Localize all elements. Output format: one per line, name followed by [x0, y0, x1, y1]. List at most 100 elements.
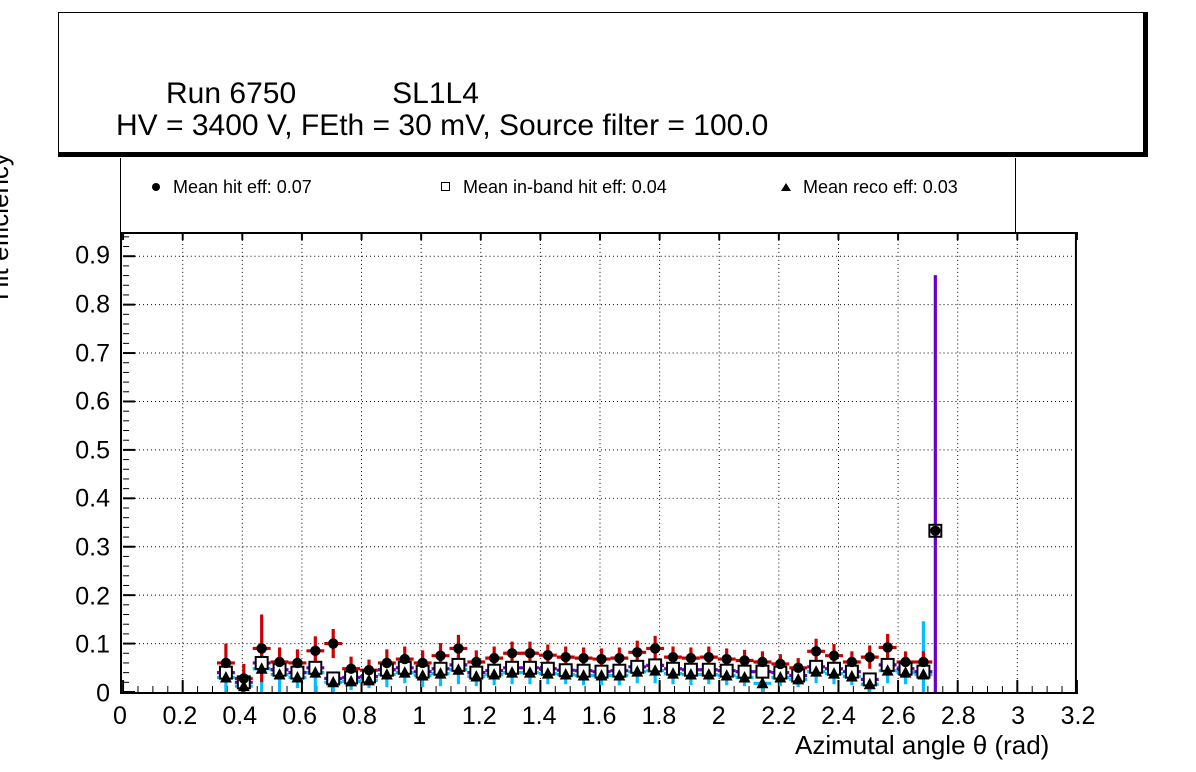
- series-2-marker: [273, 668, 286, 680]
- series-2-marker: [559, 668, 572, 680]
- series-0-marker: [864, 651, 875, 663]
- series-2-marker: [488, 668, 501, 680]
- series-2-marker: [452, 663, 465, 675]
- plot-frame: [120, 232, 1078, 694]
- legend-label-inband-hit-eff: Mean in-band hit eff: 0.04: [463, 177, 667, 197]
- x-tick-label: 0: [113, 702, 127, 730]
- series-0-marker: [363, 665, 375, 676]
- series-0-marker: [399, 653, 410, 665]
- series-0-marker: [918, 656, 929, 668]
- series-0-marker: [739, 655, 750, 666]
- y-tick-label: 0.8: [75, 290, 110, 319]
- series-0-marker: [614, 652, 625, 664]
- series-2-marker: [649, 664, 662, 676]
- series-0-marker: [310, 645, 321, 657]
- open-square-icon: [429, 177, 463, 197]
- legend-entry-inband-hit-eff: Mean in-band hit eff: 0.04: [429, 175, 667, 199]
- series-0-marker: [793, 662, 804, 673]
- series-0-marker: [471, 656, 482, 668]
- series-0-marker: [596, 653, 607, 665]
- y-tick-label: 0.5: [75, 436, 110, 465]
- x-tick-label: 1.8: [641, 702, 677, 730]
- series-0-marker: [632, 647, 643, 658]
- series-0-marker: [328, 638, 339, 649]
- x-tick-label: 1: [412, 702, 427, 730]
- series-2-marker: [845, 670, 858, 682]
- legend-label-reco-eff: Mean reco eff: 0.03: [803, 177, 958, 197]
- series-2-marker: [720, 669, 733, 681]
- x-tick-label: 1.4: [521, 702, 557, 730]
- y-tick-label: 0.2: [75, 582, 110, 611]
- x-tick-label: 0.6: [282, 702, 317, 730]
- x-tick-label: 0.2: [162, 702, 198, 730]
- filled-circle-icon: [139, 177, 173, 197]
- chamber-label: SL1L4: [392, 77, 479, 110]
- y-tick-label: 0.7: [75, 339, 110, 368]
- x-axis-title: Azimutal angle θ (rad): [795, 730, 1050, 760]
- x-tick-label: 2.6: [880, 702, 916, 730]
- series-2-marker: [291, 671, 304, 683]
- series-2-marker: [398, 666, 411, 678]
- series-0-marker: [345, 663, 357, 674]
- filled-triangle-icon: [769, 177, 803, 197]
- y-axis-title: Hit efficiency: [0, 153, 14, 300]
- y-tick-label: 0.1: [75, 630, 110, 659]
- series-0-marker: [220, 657, 232, 669]
- series-0-marker: [381, 657, 393, 669]
- series-2-marker: [863, 677, 876, 690]
- x-tick-label: 3: [1011, 702, 1026, 730]
- series-0-marker: [292, 657, 303, 669]
- series-2-marker: [434, 667, 447, 679]
- series-2-marker: [523, 666, 536, 678]
- series-0-marker: [435, 650, 446, 661]
- series-0-marker: [685, 652, 697, 664]
- series-0-marker: [757, 656, 768, 668]
- series-2-marker: [756, 676, 769, 689]
- x-tick-label: 2.4: [821, 702, 856, 730]
- series-0-marker: [489, 652, 500, 664]
- series-2-marker: [506, 666, 519, 678]
- legend-label-hit-eff: Mean hit eff: 0.07: [173, 177, 312, 197]
- header-title-line: Run 6750 SL1L4: [116, 43, 479, 145]
- series-0-marker: [703, 651, 714, 663]
- series-2-marker: [631, 665, 644, 677]
- series-2-marker: [702, 668, 715, 680]
- series-0-marker: [524, 648, 536, 659]
- series-2-marker: [738, 671, 751, 683]
- x-tick-label: 2: [711, 702, 726, 730]
- x-tick-label: 0.8: [342, 702, 377, 730]
- series-0-marker: [274, 656, 285, 668]
- series-0-marker: [882, 642, 893, 653]
- series-2-marker: [810, 665, 823, 677]
- series-0-marker: [542, 650, 554, 661]
- series-2-marker: [792, 672, 805, 685]
- series-0-marker: [578, 652, 589, 664]
- legend-entry-hit-eff: Mean hit eff: 0.07: [139, 175, 312, 199]
- y-tick-label: 0.4: [75, 484, 110, 513]
- series-2-marker: [470, 670, 483, 682]
- series-2-marker: [416, 669, 429, 681]
- series-0-marker: [900, 656, 911, 668]
- series-2-marker: [309, 666, 322, 678]
- series-2-marker: [219, 671, 232, 683]
- series-0-marker: [775, 658, 786, 670]
- x-tick-label: 1.6: [581, 702, 617, 730]
- series-0-marker: [560, 651, 571, 663]
- legend: Mean hit eff: 0.07 Mean in-band hit eff:…: [120, 158, 1016, 232]
- x-tick-label: 2.2: [761, 702, 796, 730]
- series-0-marker: [506, 648, 518, 659]
- settings-label: HV = 3400 V, FEth = 30 mV, Source filter…: [116, 109, 769, 142]
- x-tick-label: 0.4: [222, 702, 258, 730]
- x-tick-label: 2.8: [940, 702, 976, 730]
- series-0-marker: [810, 646, 822, 657]
- series-2-marker: [667, 667, 680, 679]
- run-label: Run 6750: [166, 77, 297, 110]
- series-0-marker: [649, 643, 661, 654]
- x-tick-label: 1.2: [461, 702, 497, 730]
- series-2-marker: [613, 669, 626, 681]
- series-2-marker: [541, 667, 554, 679]
- series-2-marker: [577, 669, 590, 681]
- y-tick-label: 0.3: [75, 533, 110, 562]
- series-2-marker: [684, 668, 697, 680]
- series-0-marker: [453, 643, 464, 654]
